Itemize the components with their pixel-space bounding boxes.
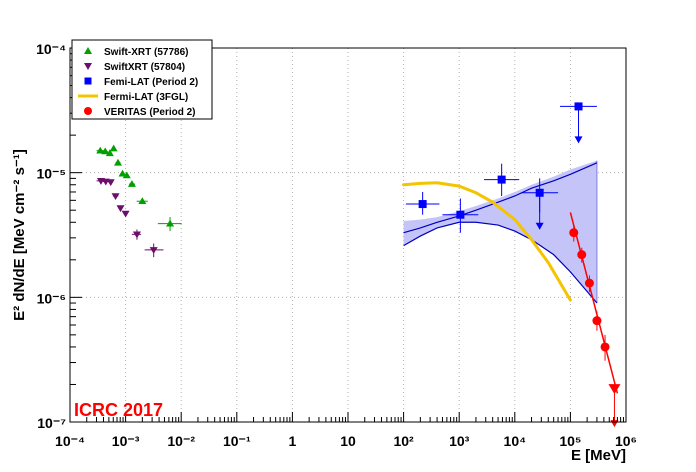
- x-tick-label: 10⁴: [504, 433, 527, 449]
- swift-57804-point: [106, 179, 115, 187]
- legend-label: Fermi-LAT (3FGL): [104, 92, 188, 103]
- swift-57786-point: [118, 169, 127, 177]
- legend-label: Femi-LAT (Period 2): [104, 77, 198, 88]
- x-tick-label: 10⁻³: [112, 433, 140, 449]
- y-tick-label: 10⁻⁶: [37, 290, 66, 306]
- swift-57786-point: [122, 171, 131, 179]
- y-axis-title: E² dN/dE [MeV cm⁻² s⁻¹]: [11, 149, 28, 321]
- y-tick-label: 10⁻⁴: [36, 41, 66, 57]
- swift-57804-point: [116, 205, 125, 213]
- y-tick-label: 10⁻⁷: [37, 415, 66, 431]
- fermi-fit-upper: [403, 162, 598, 234]
- swift-57786-point: [96, 146, 105, 154]
- swift-57786-point: [138, 197, 147, 205]
- legend-label: VERITAS (Period 2): [104, 107, 196, 118]
- legend: Swift-XRT (57786) SwiftXRT (57804) Femi-LA…: [71, 39, 213, 120]
- fermi-p2-point: [456, 210, 465, 219]
- swift-57786-point: [127, 180, 136, 187]
- veritas-point: [577, 250, 587, 260]
- ticks-layer: [69, 47, 627, 423]
- swift-57804-point: [149, 247, 158, 254]
- x-tick-label: 10⁻⁴: [55, 433, 85, 449]
- legend-box: [71, 39, 213, 120]
- swift-57786-point: [166, 219, 175, 227]
- grid: [70, 48, 626, 422]
- x-tick-label: 10²: [393, 433, 414, 449]
- legend-swatch-marker: [84, 107, 92, 115]
- swift-57804-point: [132, 231, 141, 239]
- x-axis-title: E [MeV]: [571, 447, 626, 464]
- fermi-fit-lower: [403, 221, 598, 304]
- curves-layer: [402, 181, 619, 394]
- x-tick-label: 10⁶: [615, 433, 637, 449]
- swift-57804-point: [111, 193, 120, 200]
- fermi-p2-point: [574, 102, 583, 111]
- veritas-point: [600, 342, 610, 352]
- legend-label: SwiftXRT (57804): [104, 62, 185, 73]
- x-tick-label: 10⁻²: [167, 433, 195, 449]
- veritas-fit-line: [569, 212, 619, 394]
- x-tick-label: 1: [289, 433, 297, 449]
- swift-57786-point: [101, 147, 110, 155]
- legend-swatch-marker: [84, 77, 92, 85]
- points-layer: [96, 102, 621, 428]
- fermi-p2-point: [497, 175, 506, 184]
- legend-swatch-marker: [84, 63, 92, 70]
- swift-57786-point: [105, 149, 114, 157]
- swift-57786-point: [114, 158, 123, 166]
- x-tick-label: 10³: [449, 433, 470, 449]
- swift-57786-point: [109, 144, 118, 152]
- fermi-p2-point-ul-arrow: [574, 136, 583, 144]
- x-tick-label: 10⁵: [559, 433, 581, 449]
- swift-57804-point: [121, 210, 130, 218]
- annotation-icrc: ICRC 2017: [74, 400, 163, 420]
- x-tick-labels: 10⁻⁴ 10⁻³ 10⁻² 10⁻¹ 1 10 10² 10³ 10⁴ 10⁵ 10⁶: [55, 433, 637, 449]
- x-tick-label: 10: [340, 433, 356, 449]
- fermi-p2-point: [535, 188, 544, 197]
- fermi-band-layer: [403, 160, 598, 304]
- y-tick-label: 10⁻⁵: [36, 166, 66, 182]
- x-tick-label: 10⁻¹: [223, 433, 251, 449]
- fermi-p2-point: [418, 200, 427, 209]
- fermi-band: [403, 160, 597, 304]
- veritas-point: [584, 278, 594, 288]
- veritas-upper-limit: [608, 384, 621, 395]
- legend-label: Swift-XRT (57786): [104, 47, 188, 58]
- legend-swatch-marker: [84, 47, 92, 54]
- veritas-point: [569, 228, 579, 238]
- veritas-point: [592, 316, 602, 326]
- fermi-p2-point-ul-arrow: [535, 222, 544, 230]
- fermi-3fgl-curve: [402, 181, 572, 302]
- y-tick-labels: 10⁻⁷ 10⁻⁶ 10⁻⁵ 10⁻⁴: [36, 41, 66, 431]
